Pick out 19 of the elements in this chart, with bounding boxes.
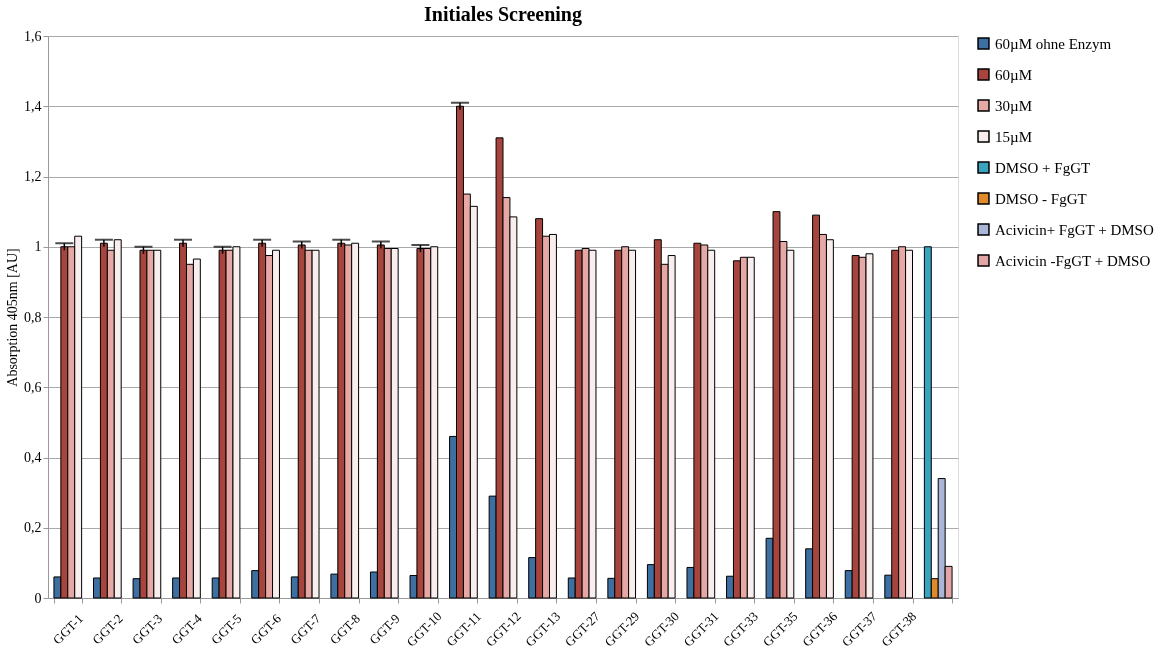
y-tick-label: 1,4 — [24, 98, 42, 114]
y-tick-label: 0,2 — [24, 520, 42, 536]
legend-label: 15µM — [995, 128, 1032, 145]
y-tick-label: 1 — [34, 239, 42, 255]
y-tick-label: 0,4 — [24, 450, 42, 465]
legend-label: 30µM — [995, 97, 1032, 114]
legend-label: 60µM — [995, 66, 1032, 83]
y-tick-label: 0,8 — [24, 309, 42, 325]
legend-label: Acivicin -FgGT + DMSO — [995, 252, 1151, 269]
chart-title: Initiales Screening — [424, 3, 582, 26]
legend-label: DMSO + FgGT — [995, 159, 1091, 176]
legend-label: Acivicin+ FgGT + DMSO — [995, 221, 1154, 238]
legend-label: 60µM ohne Enzym — [995, 35, 1112, 52]
y-tick-label: 1,6 — [24, 28, 42, 44]
y-tick-label: 0 — [34, 590, 42, 606]
y-axis-title: Absorption 405nm [AU] — [5, 248, 20, 387]
y-tick-label: 1,2 — [24, 169, 42, 184]
y-tick-label: 0,6 — [24, 379, 42, 395]
legend-label: DMSO - FgGT — [995, 190, 1087, 207]
